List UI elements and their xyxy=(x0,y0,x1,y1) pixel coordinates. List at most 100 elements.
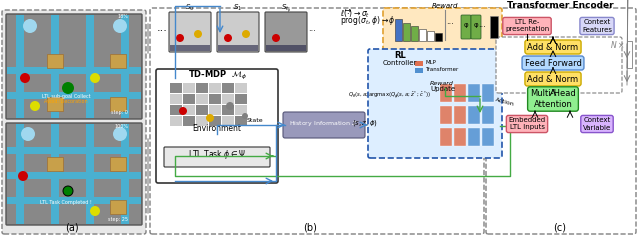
Bar xyxy=(170,116,182,126)
Text: MLP: MLP xyxy=(425,60,436,65)
Bar xyxy=(468,84,480,102)
Circle shape xyxy=(206,114,214,122)
Bar xyxy=(419,29,426,41)
Bar xyxy=(415,61,423,66)
Circle shape xyxy=(23,19,37,33)
Bar xyxy=(7,147,141,154)
FancyBboxPatch shape xyxy=(170,45,210,51)
Circle shape xyxy=(113,127,127,141)
Bar xyxy=(415,68,423,73)
FancyBboxPatch shape xyxy=(156,69,278,183)
Bar xyxy=(196,83,208,93)
Text: LTL Task $\phi \in \Psi$: LTL Task $\phi \in \Psi$ xyxy=(188,148,246,161)
Circle shape xyxy=(18,171,28,181)
Bar xyxy=(51,124,59,224)
Bar xyxy=(86,15,94,118)
Bar xyxy=(440,106,452,124)
Text: ...: ... xyxy=(478,20,486,29)
FancyBboxPatch shape xyxy=(164,147,270,167)
FancyBboxPatch shape xyxy=(150,8,484,234)
Text: ...: ... xyxy=(446,17,454,26)
Circle shape xyxy=(113,19,127,33)
Bar xyxy=(482,128,494,146)
Bar xyxy=(454,128,466,146)
Text: (a): (a) xyxy=(65,222,79,232)
Text: Action: Action xyxy=(495,97,515,107)
Text: Context
Variable: Context Variable xyxy=(583,118,611,131)
Bar xyxy=(47,97,63,111)
Circle shape xyxy=(30,101,40,111)
Bar xyxy=(7,92,141,99)
Bar xyxy=(121,124,129,224)
Bar xyxy=(482,106,494,124)
Bar xyxy=(7,172,141,179)
Text: $Q_\theta(s, a;\text{argmax}(Q_\phi(s,a;\hat{z}^*;\hat{c}^*))$: $Q_\theta(s, a;\text{argmax}(Q_\phi(s,a;… xyxy=(348,90,432,101)
Circle shape xyxy=(63,186,73,196)
Text: Update: Update xyxy=(430,86,455,92)
Bar xyxy=(183,116,195,126)
Bar xyxy=(209,83,221,93)
FancyBboxPatch shape xyxy=(486,8,636,234)
Text: Add & Norm: Add & Norm xyxy=(527,42,579,51)
Circle shape xyxy=(179,107,187,115)
Text: Add & Norm: Add & Norm xyxy=(527,75,579,84)
Bar xyxy=(51,15,59,118)
Bar xyxy=(209,105,221,115)
FancyBboxPatch shape xyxy=(6,123,142,225)
Bar xyxy=(121,15,129,118)
Text: Controller: Controller xyxy=(383,60,417,66)
Text: Reward: Reward xyxy=(430,81,454,86)
Bar xyxy=(170,94,182,104)
Bar xyxy=(454,106,466,124)
Bar xyxy=(183,83,195,93)
Bar xyxy=(435,33,442,41)
Circle shape xyxy=(194,30,202,38)
Text: ...: ... xyxy=(157,23,168,33)
Circle shape xyxy=(272,34,280,42)
Bar xyxy=(468,128,480,146)
Text: Reward: Reward xyxy=(432,3,458,9)
Bar xyxy=(183,94,195,104)
Bar xyxy=(47,157,63,171)
Text: $S_1$: $S_1$ xyxy=(234,3,243,13)
Text: 100%: 100% xyxy=(114,124,128,129)
Text: (c): (c) xyxy=(554,222,566,232)
Bar xyxy=(16,124,24,224)
Bar xyxy=(170,83,182,93)
Text: (b): (b) xyxy=(303,222,317,232)
FancyBboxPatch shape xyxy=(368,49,502,158)
Bar xyxy=(395,19,402,41)
Text: RL: RL xyxy=(394,51,406,60)
Circle shape xyxy=(242,30,250,38)
Bar xyxy=(16,15,24,118)
Circle shape xyxy=(62,82,74,94)
Text: State: State xyxy=(247,118,264,123)
Text: Avoid: Decoration: Avoid: Decoration xyxy=(44,99,88,104)
Bar xyxy=(468,106,480,124)
Text: $\ell(\overrightarrow{\cdot}) \rightarrow \sigma_t$: $\ell(\overrightarrow{\cdot}) \rightarro… xyxy=(340,7,370,20)
Text: Transformer: Transformer xyxy=(425,67,458,72)
Bar xyxy=(196,94,208,104)
FancyBboxPatch shape xyxy=(383,8,502,90)
Text: $\text{prog}(\sigma_t, \phi) \rightarrow \phi$: $\text{prog}(\sigma_t, \phi) \rightarrow… xyxy=(340,14,396,27)
Bar xyxy=(235,83,247,93)
Text: 18%: 18% xyxy=(117,14,128,19)
Text: step: 0: step: 0 xyxy=(111,110,128,115)
FancyBboxPatch shape xyxy=(496,37,622,93)
Bar xyxy=(440,84,452,102)
FancyBboxPatch shape xyxy=(218,45,258,51)
Circle shape xyxy=(20,73,30,83)
Bar xyxy=(196,116,208,126)
Text: Embedded
LTL Inputs: Embedded LTL Inputs xyxy=(508,118,545,131)
Text: $(s, z, \phi)$: $(s, z, \phi)$ xyxy=(352,118,378,128)
Bar xyxy=(440,128,452,146)
Circle shape xyxy=(90,206,100,216)
Bar xyxy=(110,200,126,214)
FancyBboxPatch shape xyxy=(169,12,211,52)
Text: Multi-Head
Attention: Multi-Head Attention xyxy=(530,89,576,109)
Bar xyxy=(7,67,141,74)
Text: ...: ... xyxy=(308,24,316,33)
Text: Context
Features: Context Features xyxy=(582,20,612,33)
Text: φ: φ xyxy=(474,22,478,28)
Bar xyxy=(209,94,221,104)
